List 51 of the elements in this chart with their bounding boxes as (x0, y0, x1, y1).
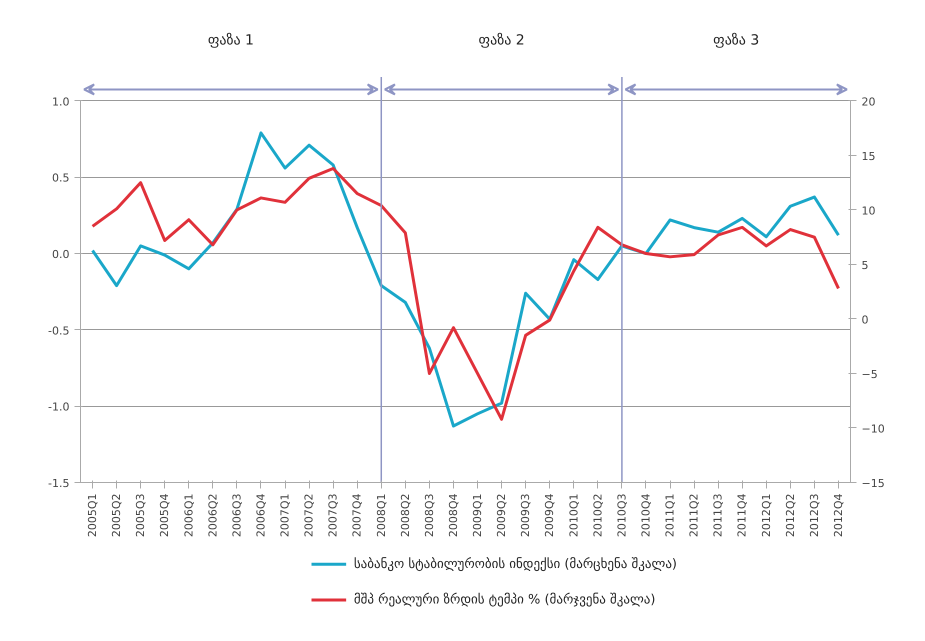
x-tick-label: 2012Q3 (808, 493, 821, 538)
x-tick-label: 2011Q2 (688, 493, 701, 538)
x-tick-label: 2010Q2 (591, 493, 604, 538)
x-tick-label: 2008Q1 (374, 493, 388, 538)
x-tick-label: 2006Q2 (206, 493, 220, 538)
x-tick-label: 2010Q3 (615, 493, 628, 538)
text: ფაზა 2 (478, 32, 525, 48)
x-tick-label: 2012Q4 (832, 493, 845, 538)
x-tick-label: 2010Q1 (567, 493, 580, 538)
x-tick-label: 2009Q3 (519, 493, 532, 538)
y-tick-label: -1.5 (48, 477, 70, 490)
y2-tick-label: −15 (862, 477, 885, 490)
x-tick-label: 2006Q3 (230, 493, 244, 538)
x-tick-label: 2011Q1 (664, 493, 677, 538)
y2-tick-label: −10 (862, 422, 885, 436)
y2-tick-label: 15 (862, 150, 876, 163)
x-tick-label: 2005Q2 (110, 493, 124, 538)
y-tick-label: -0.5 (48, 324, 70, 338)
y-tick-label: 0.0 (52, 248, 70, 262)
x-tick-label: 2012Q2 (784, 493, 797, 538)
x-tick-label: 2010Q4 (639, 493, 652, 538)
x-tick-label: 2007Q4 (350, 493, 364, 538)
x-tick-label: 2008Q3 (422, 493, 436, 538)
x-tick-label: 2009Q2 (495, 493, 508, 538)
y2-tick-label: 0 (862, 313, 868, 326)
x-tick-label: 2007Q3 (326, 493, 340, 538)
x-tick-label: 2007Q1 (278, 493, 292, 538)
x-tick-label: 2005Q4 (158, 493, 172, 538)
y2-tick-label: −5 (862, 368, 878, 381)
y2-tick-label: 20 (862, 95, 876, 108)
x-tick-label: 2006Q1 (182, 493, 196, 538)
x-tick-label: 2008Q4 (446, 493, 460, 538)
y2-tick-label: 5 (862, 258, 868, 272)
legend-label: საბანკო სტაბილურობის ინდექსი (მარცხენა შკალა) (354, 556, 677, 572)
x-tick-label: 2012Q1 (760, 493, 773, 538)
x-tick-label: 2007Q2 (302, 493, 316, 538)
x-tick-label: 2009Q1 (471, 493, 484, 538)
y2-tick-label: 10 (862, 204, 876, 218)
x-tick-label: 2005Q1 (86, 493, 100, 538)
y-tick-label: -1.0 (48, 400, 70, 414)
x-tick-label: 2009Q4 (543, 493, 556, 538)
legend-label: მშპ რეალური ზრდის ტემპი % (მარჯვენა შკალა) (354, 592, 656, 608)
text: ფაზა 3 (713, 32, 760, 48)
text: ფაზა 1 (208, 32, 254, 48)
x-tick-label: 2011Q3 (712, 493, 725, 538)
y-tick-label: 0.5 (52, 172, 70, 185)
x-tick-label: 2006Q4 (254, 493, 268, 538)
x-tick-label: 2008Q2 (398, 493, 412, 538)
x-tick-label: 2005Q3 (134, 493, 148, 538)
y-tick-label: 1.0 (52, 95, 70, 108)
x-tick-label: 2011Q4 (736, 493, 749, 538)
